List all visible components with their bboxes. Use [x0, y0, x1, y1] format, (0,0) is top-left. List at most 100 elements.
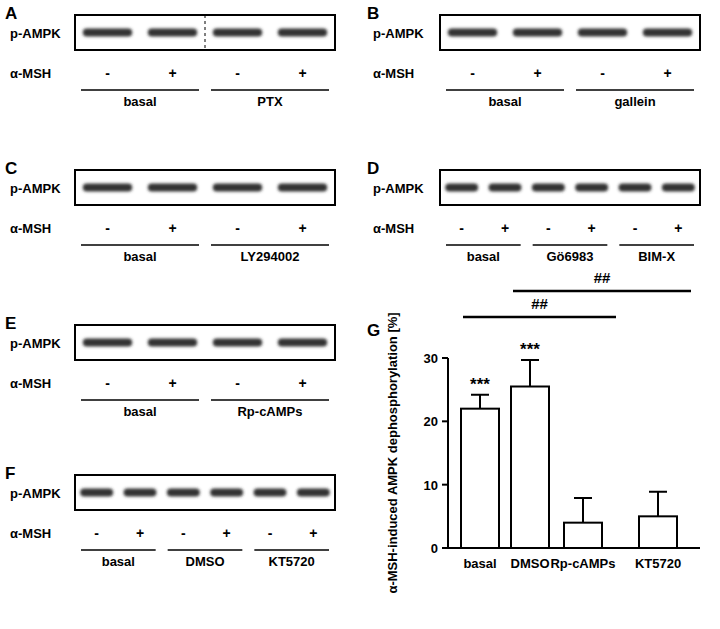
lane-sign: +	[533, 65, 541, 81]
band	[167, 489, 200, 497]
band	[148, 184, 197, 192]
band	[578, 29, 627, 37]
bar	[461, 409, 499, 548]
blot-frame	[75, 325, 335, 360]
group-line	[254, 549, 329, 551]
y-tick-label: 30	[424, 351, 438, 366]
bar	[564, 523, 602, 548]
treatment-label: α-MSH	[373, 66, 414, 81]
band	[83, 29, 132, 37]
lane-sign: -	[268, 525, 273, 541]
blot-panel: Bp-AMPK-+-+α-MSHbasalgallein	[367, 4, 700, 109]
band	[532, 184, 565, 192]
band	[83, 339, 132, 347]
lane-sign: +	[674, 220, 682, 236]
group-label: basal	[467, 249, 500, 264]
band	[513, 29, 562, 37]
group-line	[211, 89, 329, 91]
band	[148, 29, 197, 37]
band	[80, 489, 113, 497]
band-label: p-AMPK	[373, 181, 424, 196]
group-label: KT5720	[269, 554, 315, 569]
band	[643, 29, 692, 37]
chart: 0102030α-MSH-induced AMPK dephosphorylat…	[385, 269, 700, 594]
group-line	[533, 244, 608, 246]
bars	[461, 360, 677, 548]
group-label: basal	[123, 404, 156, 419]
group-label: LY294002	[241, 249, 300, 264]
group-label: Gö6983	[547, 249, 594, 264]
bar	[511, 387, 549, 549]
lane-sign: -	[546, 220, 551, 236]
y-tick	[442, 357, 448, 359]
error-bar	[521, 360, 539, 387]
panel-label: G	[367, 321, 380, 340]
lane-sign: +	[298, 65, 306, 81]
group-line	[211, 399, 329, 401]
significance-stars: ***	[470, 375, 490, 394]
band	[662, 184, 695, 192]
panel-label: A	[5, 4, 17, 23]
group-label: basal	[123, 249, 156, 264]
treatment-label: α-MSH	[373, 221, 414, 236]
lane-sign: +	[309, 525, 317, 541]
band-label: p-AMPK	[10, 26, 61, 41]
lane-sign: +	[168, 220, 176, 236]
group-label: gallein	[614, 94, 655, 109]
blot-frame	[75, 15, 335, 50]
band	[124, 489, 157, 497]
group-line	[168, 549, 243, 551]
group-line	[81, 549, 156, 551]
lane-sign: -	[235, 375, 240, 391]
lane-sign: +	[298, 375, 306, 391]
group-line	[619, 244, 694, 246]
group-label: basal	[123, 94, 156, 109]
band	[445, 184, 478, 192]
group-line	[576, 89, 694, 91]
bar	[639, 516, 677, 548]
category-label: KT5720	[635, 556, 681, 571]
blot-panel: Dp-AMPK-+-+-+α-MSHbasalGö6983BIM-X	[367, 159, 700, 264]
group-line	[81, 244, 199, 246]
treatment-label: α-MSH	[10, 526, 51, 541]
panel-label: C	[5, 159, 17, 178]
group-label: PTX	[257, 94, 283, 109]
lane-sign: -	[600, 65, 605, 81]
y-tick-label: 10	[424, 478, 438, 493]
y-tick-label: 20	[424, 414, 438, 429]
panel-label: F	[5, 464, 15, 483]
bracket-label: ##	[531, 295, 548, 312]
blot-panel: Ep-AMPK-+-+α-MSHbasalRp-cAMPs	[5, 314, 335, 419]
lane-sign: -	[94, 525, 99, 541]
y-tick	[442, 420, 448, 422]
error-bar	[471, 395, 489, 409]
lane-sign: -	[105, 65, 110, 81]
blot-panel: Fp-AMPK-+-+-+α-MSHbasalDMSOKT5720	[5, 464, 335, 569]
y-axis	[447, 358, 449, 548]
band	[489, 184, 522, 192]
y-axis-label: α-MSH-induced AMPK dephosphorylation [%]	[385, 312, 400, 593]
blot-frame	[75, 170, 335, 205]
band	[213, 184, 262, 192]
category-label: DMSO	[511, 556, 550, 571]
y-tick	[442, 484, 448, 486]
treatment-label: α-MSH	[10, 66, 51, 81]
lane-sign: +	[663, 65, 671, 81]
group-line	[446, 244, 521, 246]
significance-stars: ***	[520, 340, 540, 359]
bracket-label: ##	[594, 269, 611, 286]
lane-sign: +	[136, 525, 144, 541]
blot-frame	[75, 475, 335, 510]
band-label: p-AMPK	[373, 26, 424, 41]
band	[297, 489, 330, 497]
lane-sign: -	[181, 525, 186, 541]
band-label: p-AMPK	[10, 486, 61, 501]
group-label: basal	[488, 94, 521, 109]
lane-sign: -	[459, 220, 464, 236]
group-line	[211, 244, 329, 246]
blot-frame	[440, 15, 700, 50]
group-line	[81, 89, 199, 91]
treatment-label: α-MSH	[10, 376, 51, 391]
group-label: basal	[102, 554, 135, 569]
panel-label: D	[367, 159, 379, 178]
